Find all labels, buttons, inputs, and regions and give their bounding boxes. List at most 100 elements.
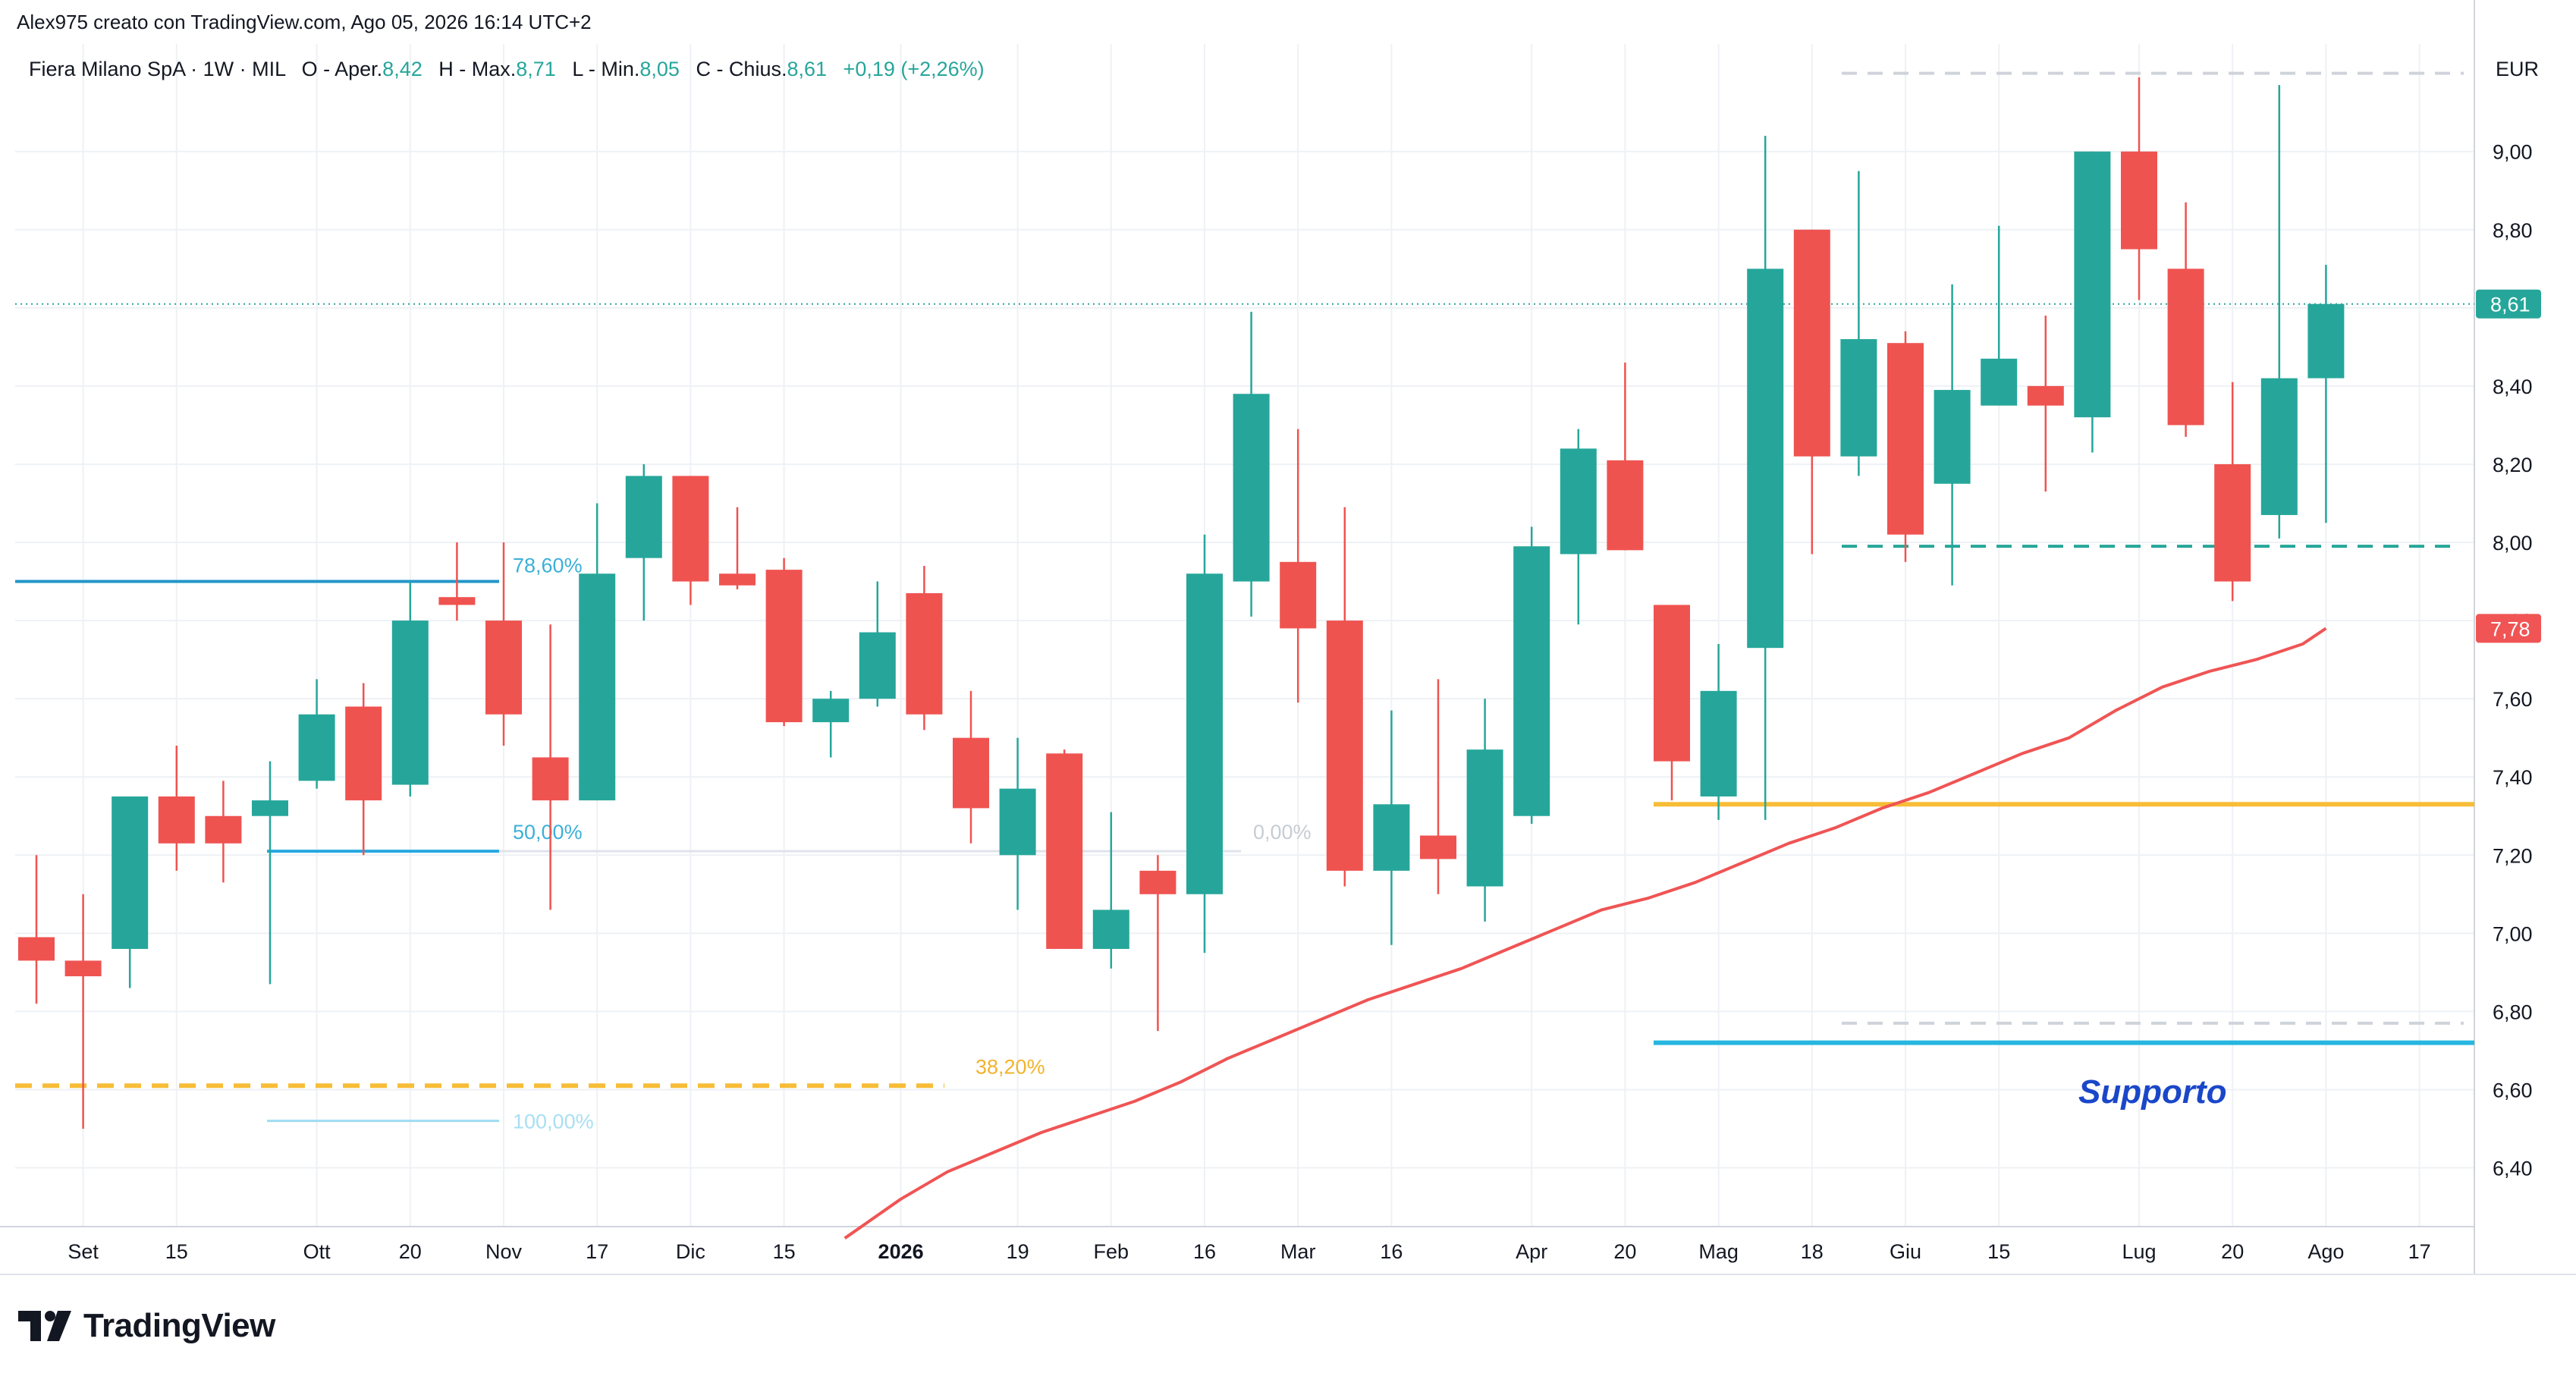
legend-open-label: O - Aper. [301,58,383,80]
candle-body [1793,229,1830,457]
candle-up [252,761,288,985]
candle-body [906,593,943,715]
time-tick-label: 20 [1613,1240,1636,1263]
time-tick-label: Dic [676,1240,705,1263]
candle-body [1186,573,1223,894]
price-tick-label: 7,40 [2493,766,2533,789]
candle-body [1840,339,1877,457]
time-tick-label: Set [68,1240,99,1263]
candle-body [345,706,382,801]
candle-down [1887,331,1924,562]
candle-body [18,937,55,961]
fib-label-38-20: 38,20% [975,1055,1045,1078]
candle-up [112,796,149,988]
fibonacci-retracement[interactable]: 78,60% 50,00% 38,20% 100,00% 0,00% [15,555,1312,1133]
support-annotation: Supporto [2078,1073,2227,1111]
candle-body [1887,343,1924,535]
candle-up [1560,429,1597,625]
time-tick-label: Feb [1094,1240,1129,1263]
price-tick-label: 7,20 [2493,844,2533,867]
candle-up [999,737,1036,910]
time-tick-label: 17 [586,1240,608,1263]
candle-down [1607,362,1644,551]
price-tick-label: 6,80 [2493,1001,2533,1023]
candle-up [1747,136,1784,820]
candle-body [1046,753,1083,949]
chart-credit: Alex975 creato con TradingView.com, Ago … [17,11,592,33]
candle-up [579,503,616,801]
candle-down [2214,382,2251,602]
candle-down [1654,605,1690,801]
candle-body [1700,690,1737,796]
legend-high-value: 8,71 [516,58,556,80]
candle-up [1934,284,1971,586]
candle-body [391,621,429,785]
candle-up [1373,710,1410,945]
candle-body [1934,390,1971,484]
legend-close-label: C - Chius. [696,58,787,80]
price-tick-label: 8,40 [2493,375,2533,398]
legend-close-value: 8,61 [787,58,828,80]
price-tick-label: 7,60 [2493,688,2533,711]
currency-label[interactable]: EUR [2496,58,2540,80]
candle-body [953,737,989,809]
tradingview-brand[interactable]: TradingView [18,1303,275,1349]
candle-body [859,632,896,699]
candle-up [859,581,896,707]
candle-down [719,507,756,589]
legend-open-value: 8,42 [382,58,423,80]
candle-down [158,745,195,871]
candle-body [112,796,149,949]
time-tick-label: 17 [2408,1240,2431,1263]
candle-body [532,757,569,801]
candle-down [1139,855,1176,1032]
candle-up [812,690,850,758]
candle-down [1420,679,1456,894]
candle-down [205,781,242,883]
candle-down [953,690,989,844]
time-tick-label: 2026 [878,1240,924,1263]
candle-up [1981,225,2018,406]
candle-body [1513,546,1550,816]
candle-body [1654,605,1690,762]
candle-body [1747,269,1784,649]
candle-body [205,815,242,844]
time-tick-label: Lug [2122,1240,2156,1263]
time-tick-label: Ago [2307,1240,2344,1263]
candle-body [2214,463,2251,582]
legend-high-label: H - Max. [438,58,517,80]
candle-down [672,476,709,605]
candle-body [672,476,709,582]
price-tick-label: 8,00 [2493,532,2533,555]
legend-low-value: 8,05 [639,58,680,80]
time-tick-label: Ott [303,1240,331,1263]
candle-down [2121,77,2157,300]
candle-body [1466,749,1503,887]
price-tick-label: 8,80 [2493,219,2533,242]
candle-down [765,558,803,727]
price-tick-label: 7,00 [2493,922,2533,945]
fib-label-50-00: 50,00% [513,821,583,844]
time-tick-label: 19 [1007,1240,1029,1263]
time-tick-label: Mar [1280,1240,1316,1263]
candle-down [1793,229,1830,555]
price-tick-label: 6,60 [2493,1079,2533,1101]
price-tick-label: 9,00 [2493,141,2533,164]
candle-body [999,788,1036,856]
candle-body [64,960,102,977]
legend-change: +0,19 (+2,26%) [843,58,985,80]
ma-price-tag [2476,614,2541,643]
horizontal-levels[interactable]: Supporto [15,71,2474,1111]
last-price-tag-label: 8,61 [2490,294,2530,316]
candle-body [1139,870,1176,894]
symbol-legend: Fiera Milano SpA · 1W · MIL O - Aper.8,4… [29,58,985,81]
candle-down [532,624,569,910]
candle-body [1280,561,1317,629]
fib-label-100-00: 100,00% [513,1111,594,1133]
candle-body [1373,804,1410,871]
legend-low-label: L - Min. [572,58,640,80]
candle-body [2074,151,2111,418]
candlesticks[interactable] [18,77,2345,1129]
candle-body [252,800,288,816]
